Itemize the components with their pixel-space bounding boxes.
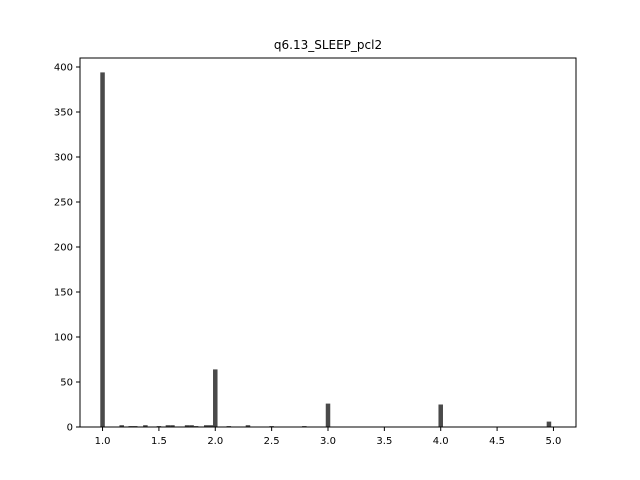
x-tick-label: 1.5 xyxy=(151,436,167,447)
y-tick-label: 350 xyxy=(54,108,73,119)
histogram-bar xyxy=(119,425,124,427)
histogram-bar xyxy=(165,425,171,427)
y-tick-label: 100 xyxy=(54,333,73,344)
histogram-bar xyxy=(213,369,218,427)
x-tick-label: 5.0 xyxy=(546,436,562,447)
histogram-bar xyxy=(204,425,209,427)
y-tick-label: 0 xyxy=(67,423,73,434)
y-tick-label: 300 xyxy=(54,153,73,164)
x-axis: 1.0 1.5 2.0 2.5 3.0 3.5 4.0 4.5 5.0 xyxy=(95,427,562,447)
y-tick-label: 50 xyxy=(60,378,73,389)
x-tick-label: 1.0 xyxy=(95,436,111,447)
chart-title: q6.13_SLEEP_pcl2 xyxy=(274,38,382,52)
x-tick-label: 2.5 xyxy=(264,436,280,447)
y-tick-label: 200 xyxy=(54,243,73,254)
histogram-bar xyxy=(184,425,190,427)
histogram-bar xyxy=(208,425,214,427)
histogram-bar xyxy=(170,425,175,427)
y-tick-label: 250 xyxy=(54,198,73,209)
histogram-bar xyxy=(245,425,251,427)
histogram-bar xyxy=(438,404,443,427)
y-axis: 0 50 100 150 200 250 300 350 400 xyxy=(54,63,80,434)
y-tick-label: 400 xyxy=(54,63,73,74)
histogram-bar xyxy=(100,72,105,428)
x-tick-label: 2.0 xyxy=(207,436,223,447)
x-tick-label: 3.5 xyxy=(376,436,392,447)
histogram-bar xyxy=(143,425,148,427)
histogram-bar xyxy=(189,425,194,427)
histogram-bar xyxy=(546,421,552,427)
y-tick-label: 150 xyxy=(54,288,73,299)
histogram-bar xyxy=(325,403,331,427)
x-tick-label: 4.5 xyxy=(489,436,505,447)
x-tick-label: 4.0 xyxy=(433,436,449,447)
x-tick-label: 3.0 xyxy=(320,436,336,447)
